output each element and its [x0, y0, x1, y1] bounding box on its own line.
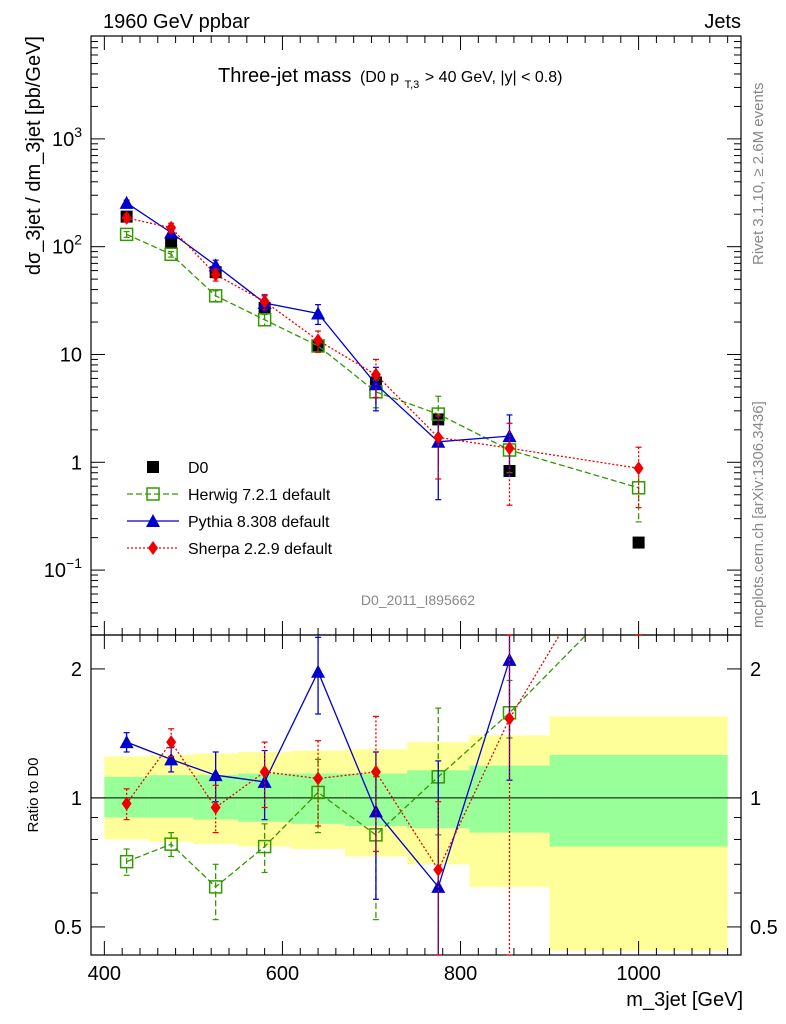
y-tick-base: 10	[52, 237, 74, 259]
marker-diamond	[504, 711, 515, 726]
analysis-id: D0_2011_I895662	[361, 592, 475, 608]
marker-open-square	[146, 487, 160, 501]
marker-triangle	[311, 664, 326, 678]
marker-diamond	[121, 796, 132, 811]
marker-open-square	[119, 227, 134, 242]
title-sub-suffix: > 40 GeV, |y| < 0.8)	[425, 69, 563, 86]
x-tick-label: 800	[444, 963, 477, 985]
ratio-y-tick-label: 1	[71, 788, 82, 810]
x-tick-label: 600	[266, 963, 299, 985]
marker-diamond	[433, 862, 444, 877]
series-line	[126, 233, 639, 489]
marker-diamond	[210, 800, 221, 815]
marker-diamond	[259, 294, 270, 309]
series-line	[126, 202, 510, 443]
marker-triangle	[208, 768, 223, 782]
marker-triangle	[368, 804, 383, 818]
inner-band	[549, 754, 728, 847]
ratio-y-tick-label-right: 0.5	[750, 917, 778, 939]
marker-triangle	[257, 774, 272, 788]
marker-open-square	[631, 481, 646, 495]
marker-diamond	[166, 220, 177, 235]
inner-band	[148, 775, 194, 818]
marker-triangle	[119, 195, 134, 209]
marker-open-square	[257, 839, 272, 854]
y-tick-exponent: 3	[74, 124, 82, 140]
series-herwig	[119, 227, 646, 523]
marker-diamond	[504, 441, 515, 456]
x-tick-label: 1000	[616, 963, 661, 985]
y-tick-label: 10−1	[44, 555, 82, 582]
marker-open-square	[164, 247, 178, 262]
side-label-bottom: mcplots.cern.ch [arXiv:1306.3436]	[750, 401, 767, 628]
marker-diamond	[121, 210, 132, 225]
y-tick-base: 10	[44, 560, 66, 582]
marker-diamond	[210, 267, 221, 282]
marker-triangle	[119, 735, 134, 749]
text-layer: 1960 GeV ppbar Jets Rivet 3.1.10, ≥ 2.6M…	[23, 11, 767, 1011]
series-line	[126, 659, 511, 889]
marker-open-square	[164, 837, 178, 851]
series-sherpa	[121, 210, 644, 509]
ratio-plot-frame	[90, 634, 742, 956]
y-tick-label: 1	[71, 452, 82, 474]
marker-diamond	[148, 541, 158, 555]
chart-title: Three-jet mass (D0 p T,3 > 40 GeV, |y| <…	[218, 65, 562, 93]
x-tick-label: 400	[88, 963, 121, 985]
title-main: Three-jet mass	[218, 65, 351, 87]
legend-label: Pythia 8.308 default	[188, 514, 330, 531]
ratio-series-sherpa	[121, 634, 642, 956]
legend-label: Sherpa 2.2.9 default	[188, 541, 333, 558]
marker-triangle	[146, 514, 160, 527]
x-axis-label: m_3jet [GeV]	[626, 989, 743, 1011]
marker-open-square	[208, 289, 223, 303]
y-tick-exponent: −1	[66, 555, 82, 571]
marker-diamond	[313, 771, 324, 786]
marker-triangle	[311, 306, 326, 320]
data-marks: D0 Herwig 7.2.1 default Pythia 8.308 defau…	[119, 195, 646, 956]
marker-diamond	[259, 764, 270, 779]
legend-label: Herwig 7.2.1 default	[188, 487, 331, 504]
marker-open-square	[257, 312, 272, 327]
ratio-y-tick-label-right: 2	[750, 659, 761, 681]
side-label-top: Rivet 3.1.10, ≥ 2.6M events	[750, 83, 767, 266]
legend: D0 Herwig 7.2.1 default Pythia 8.308 defau…	[127, 460, 333, 558]
header-left: 1960 GeV ppbar	[103, 11, 250, 33]
ratio-y-tick-label: 2	[71, 659, 82, 681]
marker-open-square	[119, 854, 134, 869]
marker-diamond	[370, 367, 381, 382]
marker-diamond	[433, 430, 444, 445]
marker-triangle	[164, 752, 179, 766]
legend-label: D0	[188, 460, 209, 477]
marker-square	[632, 536, 645, 549]
main-y-axis-label: dσ_3jet / dm_3jet [pb/GeV]	[23, 36, 45, 275]
marker-diamond	[166, 735, 177, 750]
marker-diamond	[313, 333, 324, 348]
header-right: Jets	[704, 11, 741, 33]
marker-open-square	[208, 880, 223, 894]
y-tick-base: 10	[52, 129, 74, 151]
y-tick-label: 10	[60, 344, 82, 366]
ratio-y-tick-label: 0.5	[54, 917, 82, 939]
ratio-y-tick-label-right: 1	[750, 788, 761, 810]
marker-square	[147, 461, 159, 473]
marker-triangle	[208, 258, 223, 272]
marker-diamond	[633, 461, 644, 476]
y-tick-label: 103	[52, 124, 82, 151]
title-sub-prefix: (D0 p	[360, 69, 399, 86]
title-sub-subscript: T,3	[405, 79, 420, 91]
y-tick-label: 102	[52, 232, 82, 259]
series-line	[126, 217, 639, 469]
ratio-y-axis-label: Ratio to D0	[25, 757, 42, 832]
marker-square	[165, 236, 178, 249]
marker-diamond	[370, 764, 381, 779]
y-tick-exponent: 2	[74, 232, 82, 248]
